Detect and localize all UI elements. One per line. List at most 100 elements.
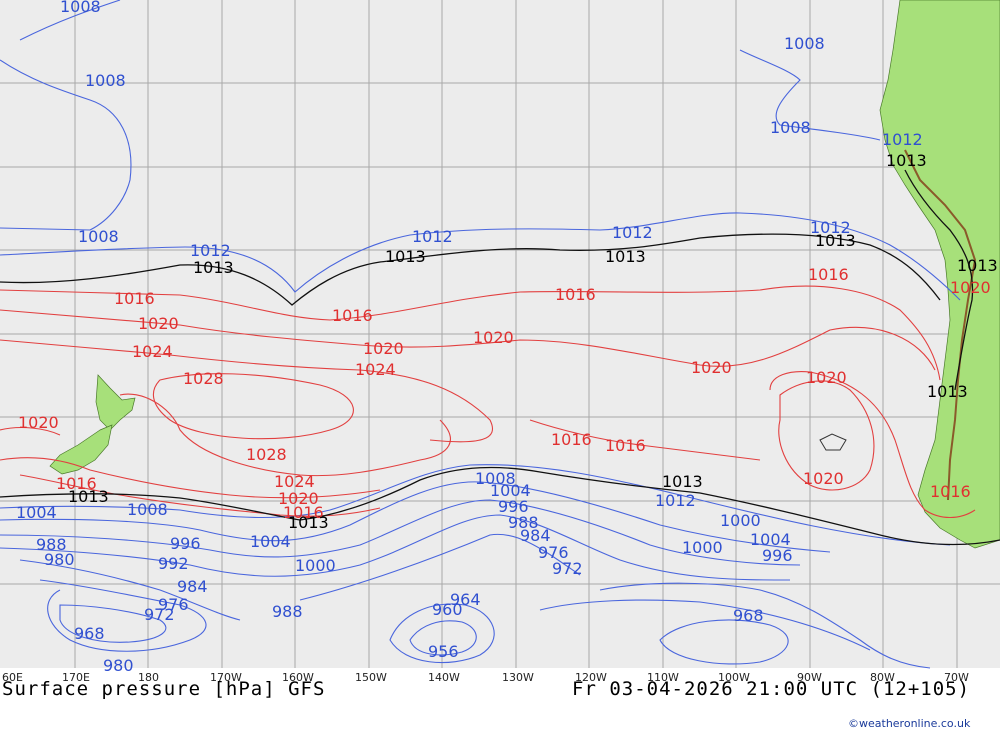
longitude-tick-label: 70W: [944, 671, 969, 684]
contour-label: 960: [432, 600, 463, 619]
longitude-tick-label: 150W: [355, 671, 387, 684]
isobar-low-line: [0, 514, 791, 581]
contour-label: 1012: [412, 227, 453, 246]
contour-label: 1000: [720, 511, 761, 530]
contour-label: 1013: [193, 258, 234, 277]
contour-label: 1004: [750, 530, 791, 549]
contour-label: 1013: [927, 382, 968, 401]
isobar-low-line: [0, 59, 132, 231]
isobar-high-line: [778, 380, 875, 491]
south-america-land: [879, 0, 1000, 549]
isobars-low: [0, 0, 961, 669]
isobar-high-line: [0, 339, 493, 443]
contour-label: 1016: [808, 265, 849, 284]
contour-label: 1024: [274, 472, 315, 491]
isobar-low-line: [19, 0, 121, 41]
isobar-low-line: [0, 212, 961, 301]
contour-label: 1020: [691, 358, 732, 377]
contour-label: 1020: [278, 489, 319, 508]
contour-label: 1020: [18, 413, 59, 432]
contour-label: 1012: [655, 491, 696, 510]
isobar-high-line: [529, 419, 761, 461]
contour-label: 1013: [662, 472, 703, 491]
footer-background: [0, 668, 1000, 733]
contour-label: 1016: [332, 306, 373, 325]
longitude-tick-label: 120W: [575, 671, 607, 684]
andes-ridge: [904, 149, 977, 501]
contour-label: 1012: [810, 218, 851, 237]
contour-label: 1020: [950, 278, 991, 297]
contour-label: 972: [144, 605, 175, 624]
contour-label: 1020: [138, 314, 179, 333]
credit-link[interactable]: ©weatheronline.co.uk: [848, 717, 971, 730]
contour-label: 988: [272, 602, 303, 621]
contour-label: 1020: [363, 339, 404, 358]
contour-label: 1008: [475, 469, 516, 488]
longitude-tick-label: 110W: [647, 671, 679, 684]
labels-low: 1008 1008 1008 1008 1008 1012 1012 1012 …: [16, 0, 923, 675]
isobar-high-line: [0, 285, 941, 381]
contour-label: 1020: [806, 368, 847, 387]
contour-label: 1013: [385, 247, 426, 266]
contour-label: 1013: [605, 247, 646, 266]
contour-label: 980: [44, 550, 75, 569]
longitude-tick-label: 80W: [870, 671, 895, 684]
isobar-low-line: [59, 604, 167, 643]
contour-label: 984: [520, 526, 551, 545]
isobar-low-line: [0, 464, 951, 546]
isobar-high-line: [152, 373, 354, 440]
longitude-tick-label: 170W: [210, 671, 242, 684]
contour-label: 1013: [957, 256, 998, 275]
contour-label: 1013: [288, 513, 329, 532]
contour-label: 1013: [886, 151, 927, 170]
map-valid-time: Fr 03-04-2026 21:00 UTC (12+105): [572, 678, 970, 700]
contour-label: 1020: [473, 328, 514, 347]
contour-label: 1012: [612, 223, 653, 242]
contour-label: 1028: [246, 445, 287, 464]
isobar-high-line: [0, 426, 381, 499]
isobar-low-line: [19, 533, 581, 621]
easter-island-area: [819, 433, 847, 451]
contour-label: 1016: [605, 436, 646, 455]
longitude-tick-label: 140W: [428, 671, 460, 684]
labels-high: 1016 1020 1024 1028 1020 1016 1016 1020 …: [18, 265, 991, 522]
contour-label: 996: [498, 497, 529, 516]
isobar-1013-line: [0, 233, 941, 306]
contour-label: 1000: [295, 556, 336, 575]
contour-label: 988: [36, 535, 67, 554]
contour-label: 1004: [250, 532, 291, 551]
map-title: Surface pressure [hPa] GFS: [2, 678, 325, 700]
contour-label: 1008: [60, 0, 101, 16]
contour-label: 1008: [770, 118, 811, 137]
contour-label: 1016: [551, 430, 592, 449]
contour-label: 976: [158, 595, 189, 614]
contour-label: 1016: [283, 503, 324, 522]
isobar-low-line: [599, 582, 931, 669]
isobar-low-line: [659, 619, 789, 665]
longitude-tick-label: 100W: [718, 671, 750, 684]
contour-label: 1024: [132, 342, 173, 361]
contour-label: 992: [158, 554, 189, 573]
contour-label: 972: [552, 559, 583, 578]
contour-label: 1016: [930, 482, 971, 501]
contour-label: 968: [74, 624, 105, 643]
isobar-low-line: [0, 499, 801, 566]
isobar-low-line: [39, 579, 207, 652]
isobar-1013-line: [904, 169, 974, 391]
contour-label: 1024: [355, 360, 396, 379]
contour-label: 1013: [68, 487, 109, 506]
isobar-1013-line: [0, 466, 1000, 546]
contour-label: 1008: [784, 34, 825, 53]
contour-label: 1016: [555, 285, 596, 304]
contour-label: 968: [733, 606, 764, 625]
longitude-tick-label: 160W: [282, 671, 314, 684]
contour-label: 1016: [56, 474, 97, 493]
isobar-1013: [0, 169, 1000, 546]
contour-label: 1004: [16, 503, 57, 522]
isobar-low-line: [539, 599, 871, 651]
isobar-low-line: [0, 481, 831, 553]
contour-label: 1004: [490, 481, 531, 500]
longitude-tick-label: 130W: [502, 671, 534, 684]
contour-label: 1008: [78, 227, 119, 246]
